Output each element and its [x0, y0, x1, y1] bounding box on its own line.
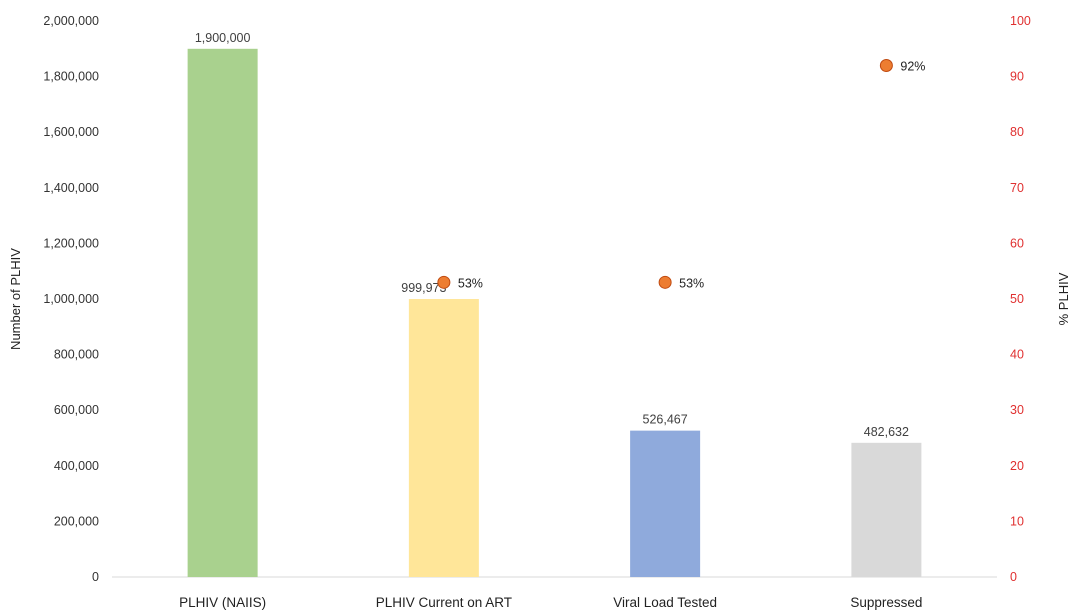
- left-tick-label: 800,000: [54, 348, 99, 362]
- right-tick-label: 80: [1010, 125, 1024, 139]
- bar-series: 1,900,000 999,973 526,467 482,632: [187, 31, 922, 578]
- left-tick-label: 400,000: [54, 459, 99, 473]
- left-axis-ticks: 0 200,000 400,000 600,000 800,000 1,000,000 1,…: [43, 14, 99, 584]
- left-tick-label: 1,400,000: [43, 181, 99, 195]
- left-tick-label: 1,000,000: [43, 292, 99, 306]
- percent-point: [658, 275, 672, 289]
- right-tick-label: 20: [1010, 459, 1024, 473]
- bar: [187, 48, 258, 578]
- bar-value-label: 1,900,000: [195, 31, 251, 45]
- percent-series: 53% 53% 92%: [437, 58, 925, 290]
- right-tick-label: 100: [1010, 14, 1031, 28]
- bar: [630, 430, 701, 577]
- right-tick-label: 0: [1010, 570, 1017, 584]
- right-tick-label: 40: [1010, 348, 1024, 362]
- right-tick-label: 50: [1010, 292, 1024, 306]
- left-tick-label: 0: [92, 570, 99, 584]
- right-tick-label: 30: [1010, 403, 1024, 417]
- left-tick-label: 1,200,000: [43, 236, 99, 250]
- bar: [408, 299, 479, 577]
- bar: [851, 442, 922, 577]
- percent-label: 53%: [458, 276, 483, 290]
- left-tick-label: 1,600,000: [43, 125, 99, 139]
- left-tick-label: 600,000: [54, 403, 99, 417]
- percent-label: 53%: [679, 276, 704, 290]
- bar-value-label: 526,467: [643, 413, 688, 427]
- bar-value-label: 999,973: [401, 281, 446, 295]
- left-axis-title: Number of PLHIV: [8, 248, 23, 350]
- left-tick-label: 1,800,000: [43, 70, 99, 84]
- category-label: Viral Load Tested: [613, 595, 717, 610]
- percent-label: 92%: [900, 59, 925, 73]
- right-axis-ticks: 0 10 20 30 40 50 60 70 80 90 100: [1010, 14, 1031, 584]
- category-labels: PLHIV (NAIIS) PLHIV Current on ART Viral L…: [179, 595, 922, 610]
- right-tick-label: 90: [1010, 70, 1024, 84]
- left-tick-label: 200,000: [54, 514, 99, 528]
- category-label: PLHIV Current on ART: [376, 595, 512, 610]
- right-axis-title: % PLHIV: [1056, 272, 1070, 325]
- right-tick-label: 60: [1010, 236, 1024, 250]
- bar-value-label: 482,632: [864, 425, 909, 439]
- percent-point: [879, 58, 893, 72]
- percent-point: [437, 275, 451, 289]
- left-tick-label: 2,000,000: [43, 14, 99, 28]
- right-tick-label: 70: [1010, 181, 1024, 195]
- category-label: PLHIV (NAIIS): [179, 595, 266, 610]
- category-label: Suppressed: [850, 595, 922, 610]
- right-tick-label: 10: [1010, 514, 1024, 528]
